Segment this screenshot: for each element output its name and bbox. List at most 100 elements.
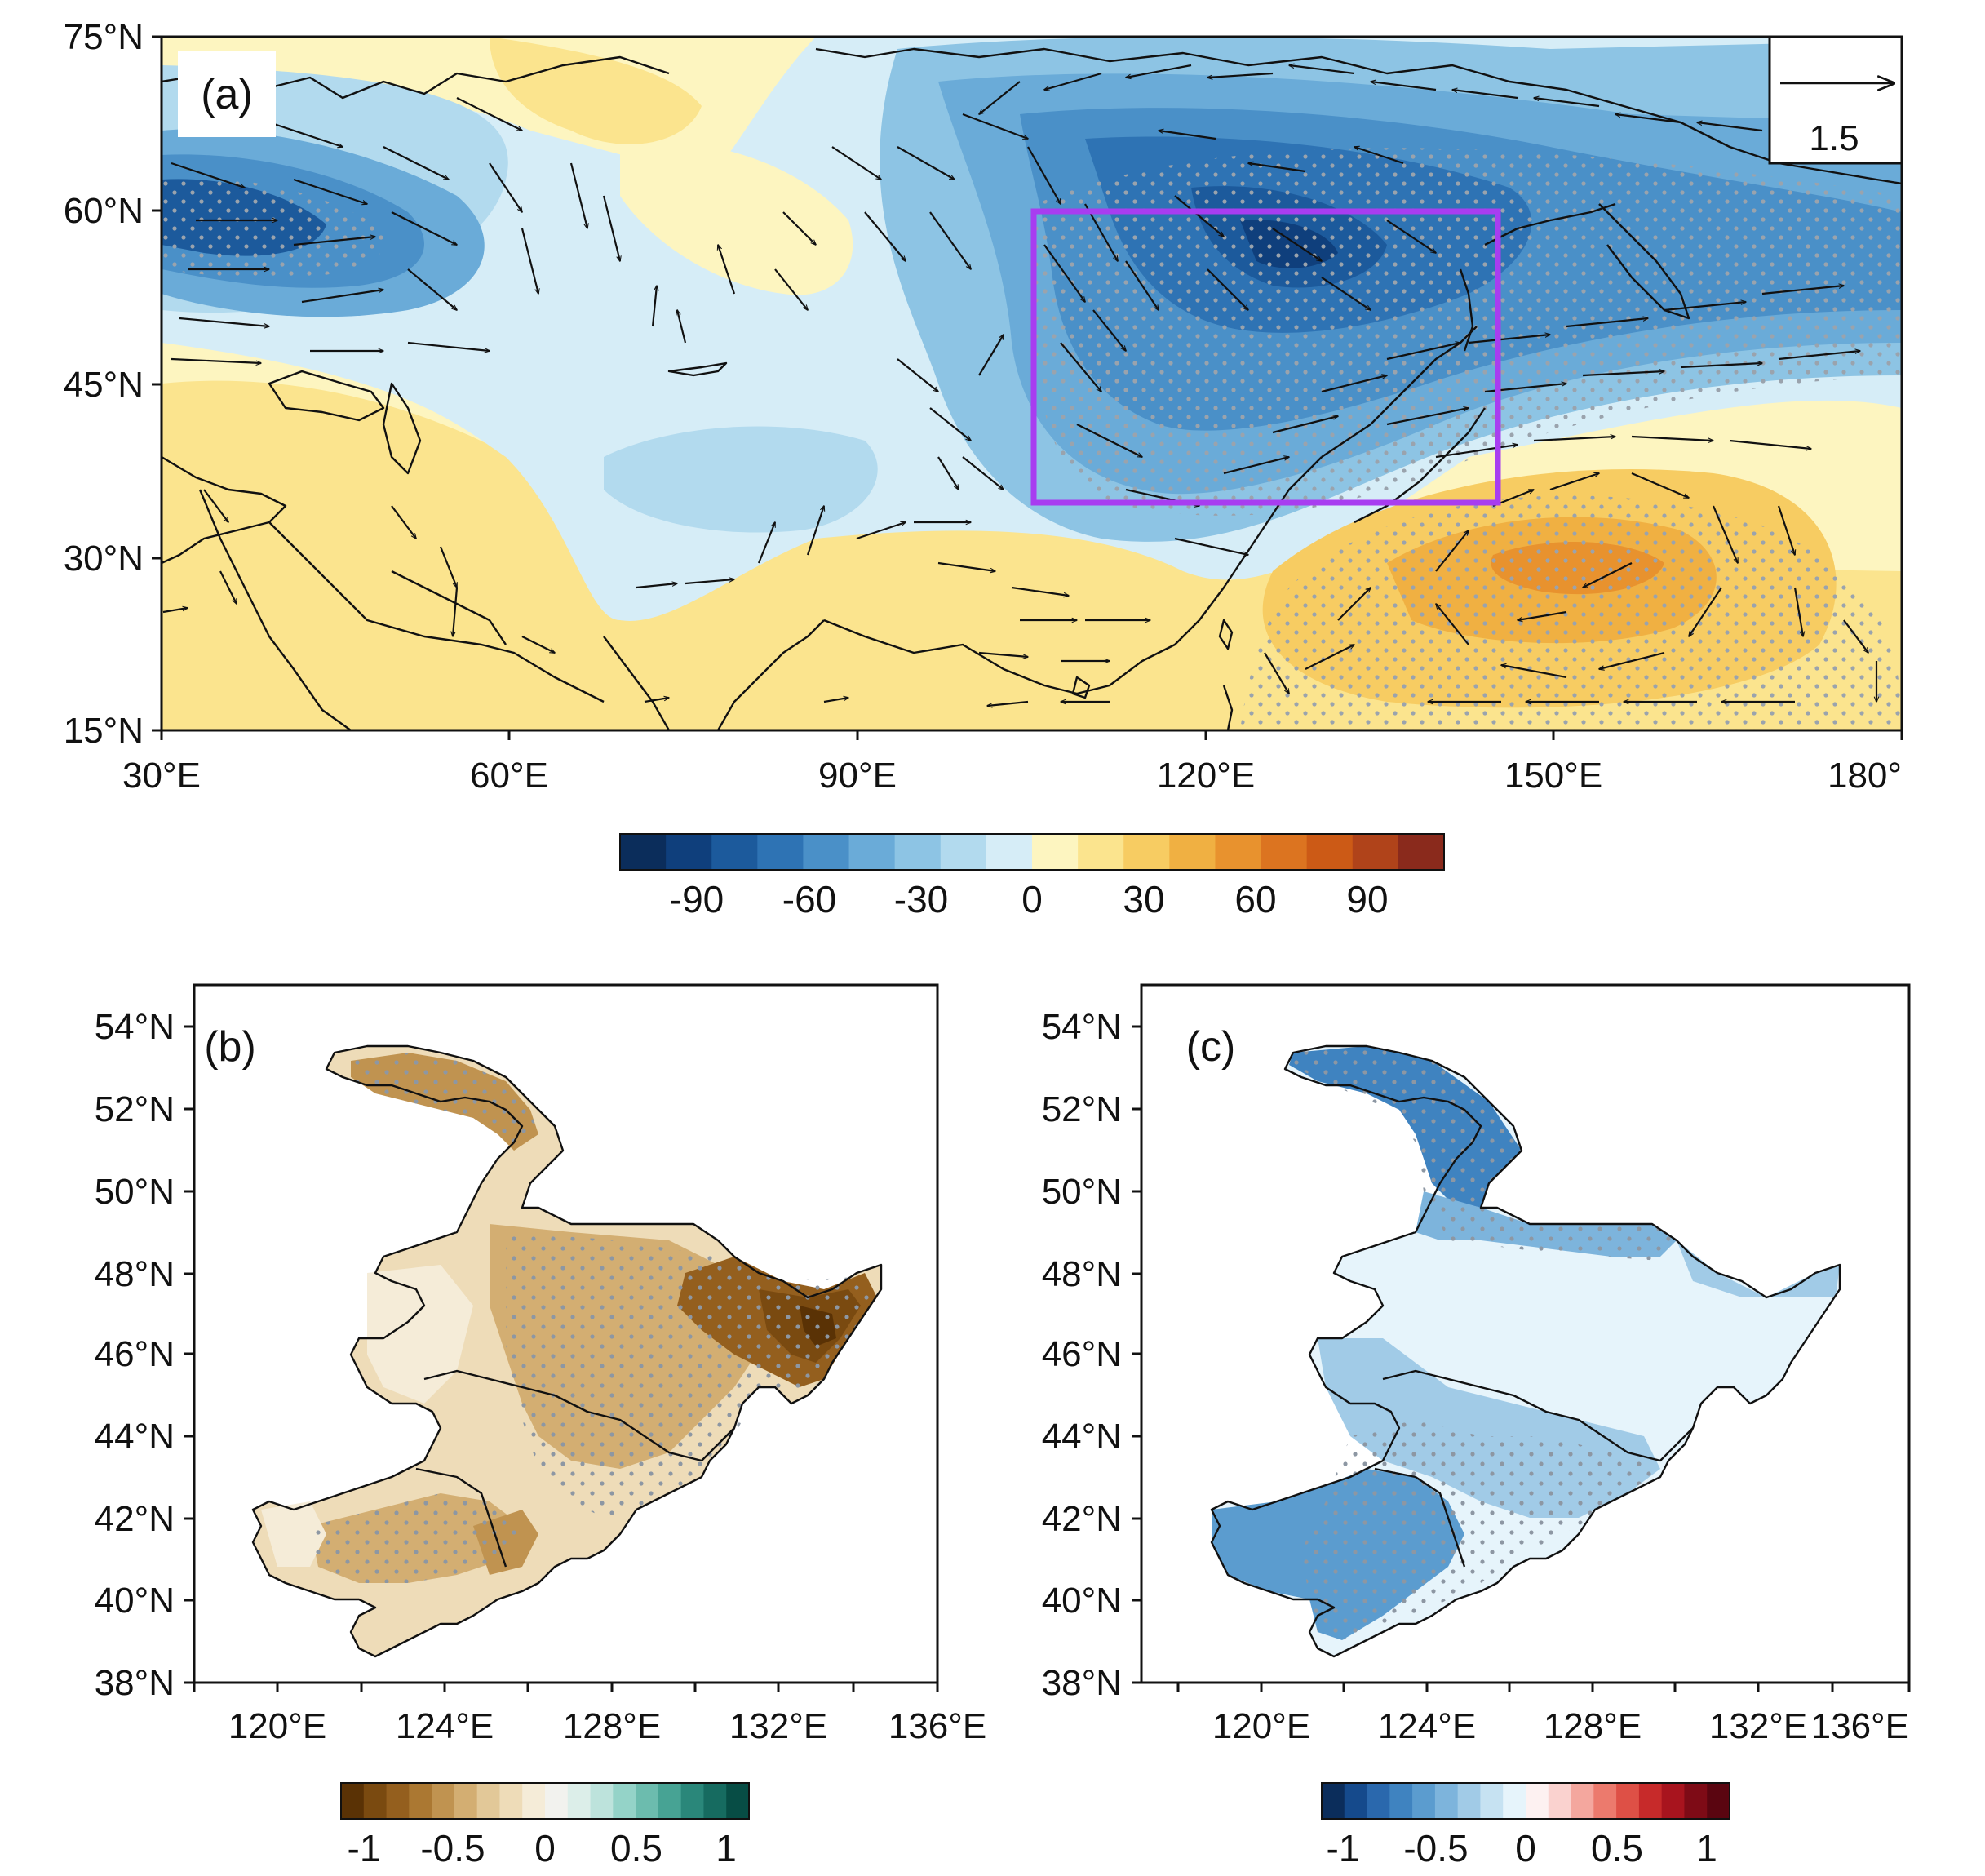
lon-tick-labels-c: 120°E 124°E 128°E 132°E 136°E bbox=[1212, 1706, 1909, 1746]
colorbar-swatch bbox=[1078, 834, 1124, 870]
wind-vector bbox=[407, 268, 457, 310]
colorbar-swatch bbox=[499, 1783, 523, 1819]
wind-vector bbox=[1631, 435, 1713, 441]
lat-tick: 45°N bbox=[64, 365, 144, 405]
lat-tick: 38°N bbox=[95, 1663, 175, 1703]
wind-vector bbox=[1729, 439, 1811, 449]
wind-vector bbox=[1264, 652, 1289, 694]
wind-vector bbox=[1044, 72, 1102, 90]
wind-vector bbox=[1386, 408, 1469, 426]
wind-vector bbox=[1305, 644, 1354, 670]
colorbar-swatch bbox=[1571, 1783, 1594, 1819]
colorbar-swatch bbox=[1032, 834, 1079, 870]
lon-axis-b bbox=[193, 1683, 939, 1692]
colorbar-swatch bbox=[894, 834, 942, 870]
wind-vector bbox=[1761, 286, 1844, 295]
colorbar-swatch bbox=[1123, 834, 1170, 870]
colorbar-tick: -1 bbox=[1327, 1827, 1360, 1869]
wind-vector bbox=[1321, 375, 1387, 393]
wind-vector bbox=[439, 546, 459, 588]
wind-vector bbox=[1843, 619, 1868, 653]
lon-axis-a bbox=[160, 730, 1903, 740]
colorbar-swatch bbox=[986, 834, 1033, 870]
wind-vector bbox=[1534, 98, 1600, 108]
coast-lake-balkhash bbox=[667, 361, 728, 377]
colorbar-swatch bbox=[363, 1783, 388, 1819]
wind-vector bbox=[203, 489, 228, 522]
wind-vector bbox=[407, 341, 490, 351]
lat-tick: 42°N bbox=[1042, 1499, 1122, 1539]
region-outline bbox=[1210, 1044, 1841, 1658]
wind-vector bbox=[301, 290, 383, 304]
panel-a-label-box: (a) bbox=[178, 51, 276, 137]
wind-vector bbox=[1468, 335, 1550, 344]
lat-tick: 15°N bbox=[64, 711, 144, 751]
lat-tick: 44°N bbox=[1042, 1417, 1122, 1457]
colorbar-swatch bbox=[545, 1783, 569, 1819]
wind-vector bbox=[1386, 343, 1460, 361]
lat-tick: 52°N bbox=[1042, 1089, 1122, 1129]
coast-mediterranean bbox=[162, 455, 287, 565]
coast-china-east bbox=[823, 456, 1323, 695]
vector-arrows bbox=[162, 65, 1876, 706]
region-outline bbox=[251, 1044, 883, 1658]
shade-southwest-light bbox=[261, 1501, 326, 1567]
panel-label: (b) bbox=[204, 1023, 256, 1071]
colorbar-swatch bbox=[1215, 834, 1262, 870]
colorbar-swatch bbox=[1548, 1783, 1572, 1819]
colorbar-swatch bbox=[757, 834, 804, 870]
colorbar-tick: 30 bbox=[1123, 878, 1164, 920]
wind-vector bbox=[1060, 342, 1101, 392]
wind-vector bbox=[391, 505, 416, 539]
colorbar-b: -1 -0.5 0 0.5 1 bbox=[340, 1782, 750, 1869]
colorbar-swatch bbox=[1398, 834, 1445, 870]
coast-okhotsk bbox=[1484, 202, 1616, 246]
colorbar-swatch bbox=[1661, 1783, 1686, 1819]
lat-tick-labels-a: 75°N 60°N 45°N 30°N 15°N bbox=[64, 17, 144, 751]
stipple-c-south bbox=[1301, 1420, 1660, 1640]
lon-tick: 124°E bbox=[1378, 1706, 1476, 1746]
wind-vector bbox=[489, 162, 522, 212]
colorbar-swatch bbox=[1389, 1783, 1413, 1819]
wind-vector bbox=[937, 561, 995, 571]
lat-tick-labels-b: 54°N 52°N 50°N 48°N 46°N 44°N 42°N 40°N … bbox=[95, 1007, 175, 1703]
lon-tick: 136°E bbox=[888, 1706, 986, 1746]
colorbar-c-swatches bbox=[1322, 1783, 1730, 1819]
colorbar-swatch bbox=[1526, 1783, 1549, 1819]
colorbar-swatch bbox=[726, 1783, 750, 1819]
wind-vector bbox=[293, 178, 367, 204]
wind-vector bbox=[677, 310, 687, 344]
colorbar-swatch bbox=[1684, 1783, 1708, 1819]
colorbar-swatch bbox=[386, 1783, 410, 1819]
wind-vector bbox=[1207, 268, 1248, 310]
panel-label: (a) bbox=[201, 71, 253, 118]
wind-vector bbox=[456, 97, 522, 131]
colorbar-tick: 0 bbox=[1021, 878, 1043, 920]
coast-india bbox=[603, 619, 825, 730]
shade-west-light bbox=[367, 1265, 473, 1404]
stipple-east bbox=[1036, 148, 1902, 516]
wind-vector bbox=[897, 358, 938, 392]
lon-tick: 180° bbox=[1828, 756, 1902, 796]
stippling-a bbox=[162, 148, 1902, 730]
coast-persian-gulf bbox=[391, 570, 507, 645]
colorbar-tick: -90 bbox=[670, 878, 724, 920]
panel-c: (c) 54°N 52°N 50°N 48°N 46°N 44°N 42°N 4… bbox=[1042, 983, 1911, 1869]
stipple-b-south bbox=[310, 1493, 522, 1583]
wind-vector bbox=[1125, 260, 1159, 310]
coast-taiwan bbox=[1218, 619, 1234, 650]
wind-vector bbox=[831, 146, 881, 180]
colorbar-swatch bbox=[711, 834, 758, 870]
colorbar-swatch bbox=[1367, 1783, 1390, 1819]
stipple-west bbox=[162, 178, 392, 280]
colorbar-swatch bbox=[636, 1783, 659, 1819]
wind-vector bbox=[1599, 651, 1665, 669]
wind-vector bbox=[1689, 587, 1722, 636]
wind-vector bbox=[897, 146, 955, 180]
wind-vector bbox=[268, 121, 343, 147]
wind-vector bbox=[1027, 146, 1061, 204]
wind-vector bbox=[685, 579, 734, 585]
wind-vector bbox=[1533, 437, 1615, 442]
lat-axis-b bbox=[184, 1025, 194, 1684]
